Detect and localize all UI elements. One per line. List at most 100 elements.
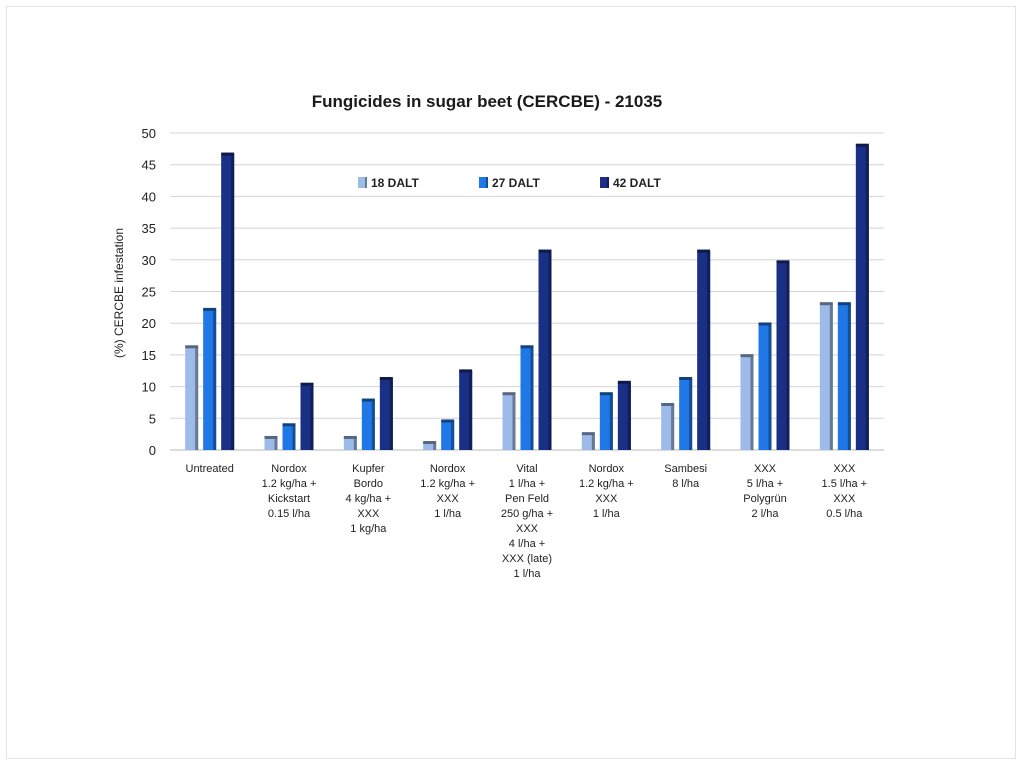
bar-body <box>361 400 375 450</box>
legend-label: 18 DALT <box>371 176 419 190</box>
bar-body <box>740 356 754 450</box>
legend-label: 42 DALT <box>613 176 661 190</box>
y-tick-label: 30 <box>142 253 156 268</box>
bar-side <box>195 347 199 450</box>
bar-cap <box>819 302 833 306</box>
bar-side <box>627 382 631 450</box>
bar-body <box>758 324 772 450</box>
bar-cap <box>343 435 357 439</box>
bar-cap <box>423 441 437 445</box>
bar-side <box>530 347 534 450</box>
bar-side <box>310 384 314 450</box>
bar <box>679 376 693 450</box>
bar <box>617 380 631 450</box>
bar-side <box>548 251 552 450</box>
bar-side <box>707 251 711 450</box>
bar-cap <box>300 382 314 386</box>
bar-body <box>837 304 851 450</box>
legend-label: 27 DALT <box>492 176 540 190</box>
bar-body <box>203 309 217 450</box>
bar <box>502 392 516 450</box>
category-label: Vital 1 l/ha + Pen Feld 250 g/ha + XXX 4 l/ha… <box>501 463 553 580</box>
category-labels: Untreated Nordox 1.2 kg/ha + Kickstart 0.15 … <box>186 463 868 580</box>
bar-body <box>379 378 393 450</box>
bar-cap <box>740 354 754 358</box>
y-tick-label: 40 <box>142 189 156 204</box>
bar-side <box>274 437 278 450</box>
bar-side <box>847 304 851 450</box>
bar-cap <box>203 307 217 311</box>
category-label: Untreated <box>186 463 234 475</box>
bar-body <box>538 251 552 450</box>
bar-cap <box>379 376 393 380</box>
bar-cap <box>502 392 516 396</box>
bar-body <box>661 404 675 450</box>
bar <box>819 302 833 450</box>
bar-body <box>599 394 613 450</box>
bar-side <box>829 304 833 450</box>
bar-cap <box>185 345 199 349</box>
y-tick-label: 45 <box>142 158 156 173</box>
y-tick-label: 35 <box>142 221 156 236</box>
bar-body <box>264 437 278 450</box>
y-tick-label: 15 <box>142 348 156 363</box>
bar-cap <box>538 249 552 253</box>
bar <box>776 260 790 450</box>
bar <box>697 249 711 450</box>
bar-cap <box>581 432 595 436</box>
bar <box>599 392 613 450</box>
bar <box>758 322 772 450</box>
bar <box>343 435 357 450</box>
bar-body <box>697 251 711 450</box>
bar-cap <box>441 419 455 423</box>
y-axis-label: (%) CERCBE infestation <box>112 228 126 358</box>
bar-cap <box>221 152 235 156</box>
bar-cap <box>264 435 278 439</box>
legend: 18 DALT 27 DALT 42 DALT <box>358 176 661 190</box>
bar-side <box>865 145 869 450</box>
bar <box>855 143 869 450</box>
bar-body <box>185 347 199 450</box>
bar-cap <box>459 369 473 373</box>
bars <box>185 143 869 450</box>
legend-swatch-side <box>486 177 488 188</box>
bar <box>300 382 314 450</box>
bar-body <box>423 443 437 450</box>
y-tick-label: 20 <box>142 316 156 331</box>
bar-body <box>776 262 790 450</box>
legend-swatch <box>479 177 488 188</box>
category-label: Nordox 1.2 kg/ha + XXX 1 l/ha <box>420 463 475 520</box>
y-tick-label: 10 <box>142 380 156 395</box>
bar-cap <box>837 302 851 306</box>
bar <box>459 369 473 450</box>
bar-body <box>221 154 235 450</box>
category-label: Sambesi 8 l/ha <box>664 463 707 490</box>
category-label: Nordox 1.2 kg/ha + XXX 1 l/ha <box>579 463 634 520</box>
bar-side <box>609 394 613 450</box>
bar-body <box>459 371 473 450</box>
bar-side <box>512 394 516 450</box>
bar-cap <box>776 260 790 264</box>
bar <box>221 152 235 450</box>
bar-cap <box>282 423 296 427</box>
category-label: Kupfer Bordo 4 kg/ha + XXX 1 kg/ha <box>346 463 392 535</box>
bar <box>740 354 754 450</box>
bar-cap <box>599 392 613 396</box>
bar-body <box>441 421 455 450</box>
y-tick-label: 0 <box>149 443 156 458</box>
bar-body <box>855 145 869 450</box>
bar-side <box>768 324 772 450</box>
bar <box>441 419 455 450</box>
bar-side <box>786 262 790 450</box>
category-label: XXX 5 l/ha + Polygrün 2 l/ha <box>743 463 786 520</box>
bar-side <box>231 154 235 450</box>
bar <box>379 376 393 450</box>
bar-cap <box>697 249 711 253</box>
bar <box>264 435 278 450</box>
y-tick-label: 5 <box>149 411 156 426</box>
bar-cap <box>361 398 375 402</box>
bar-side <box>433 443 437 450</box>
bar-cap <box>661 402 675 406</box>
bar-body <box>819 304 833 450</box>
